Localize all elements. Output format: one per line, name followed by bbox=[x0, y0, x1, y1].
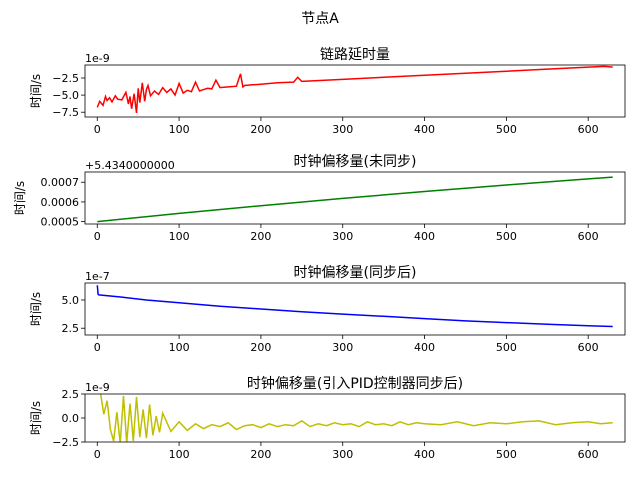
subplot-4: 0 100 200 300 400 500 600 2.5 0.0 −2.5 时钟偏移量(引入PID… bbox=[29, 375, 626, 461]
y-tick-label: −7.5 bbox=[52, 106, 79, 119]
x-tick-label: 300 bbox=[332, 123, 353, 136]
x-tick-label: 300 bbox=[332, 230, 353, 243]
x-tick-label: 600 bbox=[578, 123, 599, 136]
figure-title: 节点A bbox=[301, 11, 339, 27]
offset-text: 1e-9 bbox=[85, 381, 110, 394]
offset-text: 1e-7 bbox=[85, 270, 110, 283]
y-tick-label: −2.5 bbox=[52, 72, 79, 85]
axes-frame bbox=[84, 393, 626, 443]
y-tick-label: −5.0 bbox=[52, 89, 79, 102]
y-axis-label: 时间/s bbox=[29, 74, 43, 108]
x-tick-label: 400 bbox=[414, 123, 435, 136]
x-tick-label: 500 bbox=[496, 341, 517, 354]
subplot-title: 时钟偏移量(同步后) bbox=[294, 264, 417, 281]
y-tick-label: 2.5 bbox=[62, 388, 80, 401]
subplot-title: 时钟偏移量(引入PID控制器同步后) bbox=[247, 375, 463, 392]
x-tick-label: 100 bbox=[169, 230, 190, 243]
y-axis-label: 时间/s bbox=[29, 292, 43, 326]
series-line-4-1 bbox=[99, 394, 613, 442]
offset-text: +5.4340000000 bbox=[85, 159, 175, 172]
x-tick-label: 400 bbox=[414, 230, 435, 243]
subplot-2: 0 100 200 300 400 500 600 0.0005 0.0006 0.0007 时钟偏… bbox=[13, 153, 626, 243]
x-tick-label: 500 bbox=[496, 448, 517, 461]
axes-frame bbox=[84, 64, 626, 118]
x-tick-label: 100 bbox=[169, 123, 190, 136]
x-tick-label: 100 bbox=[169, 448, 190, 461]
x-tick-label: 200 bbox=[250, 341, 271, 354]
x-tick-label: 100 bbox=[169, 341, 190, 354]
x-tick-label: 600 bbox=[578, 448, 599, 461]
x-tick-label: 300 bbox=[332, 448, 353, 461]
x-tick-label: 400 bbox=[414, 341, 435, 354]
x-tick-label: 200 bbox=[250, 448, 271, 461]
subplot-title: 时钟偏移量(未同步) bbox=[294, 153, 417, 170]
series-line-3-1 bbox=[96, 285, 613, 328]
subplots: 0 100 200 300 400 500 600 −2.5 −5.0 −7.5 链路延时量 1e-9… bbox=[13, 47, 626, 461]
y-tick-label: 0.0007 bbox=[41, 176, 80, 189]
x-tick-label: 200 bbox=[250, 230, 271, 243]
subplot-3: 0 100 200 300 400 500 600 2.5 5.0 时钟偏移量(同步后) 1e-7 时… bbox=[29, 264, 626, 354]
x-tick-label: 600 bbox=[578, 230, 599, 243]
x-tick-label: 0 bbox=[94, 448, 101, 461]
y-tick-label: 0.0005 bbox=[41, 216, 80, 229]
y-tick-label: 0.0 bbox=[62, 412, 80, 425]
subplot-title: 链路延时量 bbox=[320, 47, 390, 63]
y-axis-label: 时间/s bbox=[29, 401, 43, 435]
x-tick-label: 200 bbox=[250, 123, 271, 136]
y-tick-label: 2.5 bbox=[62, 322, 80, 335]
x-tick-label: 500 bbox=[496, 123, 517, 136]
offset-text: 1e-9 bbox=[85, 52, 110, 65]
axes-frame bbox=[84, 171, 626, 225]
y-tick-label: 0.0006 bbox=[41, 196, 80, 209]
axes-frame bbox=[84, 282, 626, 336]
series-line-1-1 bbox=[96, 65, 613, 113]
x-tick-label: 400 bbox=[414, 448, 435, 461]
y-axis-label: 时间/s bbox=[13, 181, 27, 215]
subplot-1: 0 100 200 300 400 500 600 −2.5 −5.0 −7.5 链路延时量 1e-9… bbox=[29, 47, 626, 136]
y-tick-label: 5.0 bbox=[62, 294, 80, 307]
series-line-2-1 bbox=[97, 176, 613, 223]
x-tick-label: 0 bbox=[94, 123, 101, 136]
x-tick-label: 500 bbox=[496, 230, 517, 243]
y-tick-label: −2.5 bbox=[52, 436, 79, 449]
x-tick-label: 600 bbox=[578, 341, 599, 354]
x-tick-label: 0 bbox=[94, 230, 101, 243]
x-tick-label: 300 bbox=[332, 341, 353, 354]
x-tick-label: 0 bbox=[94, 341, 101, 354]
